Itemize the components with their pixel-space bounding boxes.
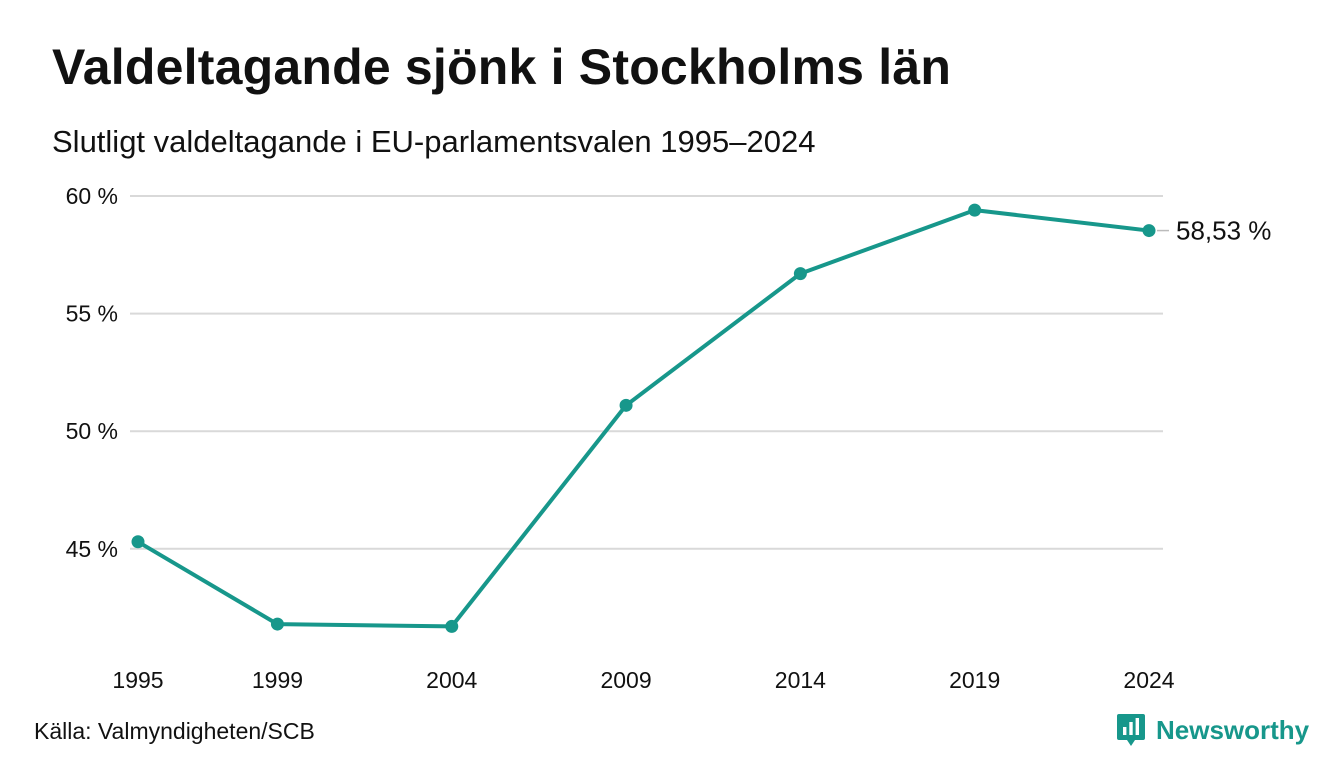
- y-tick-label: 50 %: [66, 418, 118, 444]
- data-point: [968, 203, 982, 217]
- x-axis-ticks: 1995 1999 2004 2009 2014 2019 2024: [112, 667, 1174, 693]
- x-tick-label: 1995: [112, 667, 163, 693]
- x-tick-label: 2024: [1123, 667, 1174, 693]
- chart-title: Valdeltagande sjönk i Stockholms län: [52, 39, 952, 95]
- y-axis-ticks: 45 % 50 % 55 % 60 %: [66, 183, 118, 562]
- x-tick-label: 1999: [252, 667, 303, 693]
- series-line: [136, 208, 1151, 629]
- x-tick-label: 2019: [949, 667, 1000, 693]
- brand-name: Newsworthy: [1156, 714, 1310, 745]
- y-tick-label: 60 %: [66, 183, 118, 209]
- x-tick-label: 2004: [426, 667, 477, 693]
- data-point: [445, 619, 459, 633]
- brand-logo: Newsworthy: [1116, 713, 1309, 747]
- newsworthy-logo-icon: [1117, 714, 1145, 746]
- y-tick-label: 55 %: [66, 301, 118, 327]
- data-point: [1142, 224, 1156, 238]
- x-tick-label: 2014: [775, 667, 826, 693]
- y-tick-label: 45 %: [66, 536, 118, 562]
- data-points: [131, 203, 1156, 633]
- data-point: [619, 398, 633, 412]
- data-labels: 58,53 %: [1157, 216, 1271, 246]
- series-line-path: [136, 208, 1151, 629]
- source-note: Källa: Valmyndigheten/SCB: [34, 718, 315, 744]
- x-tick-label: 2009: [600, 667, 651, 693]
- data-point: [793, 267, 807, 281]
- last-value-label: 58,53 %: [1176, 216, 1271, 246]
- data-point: [131, 535, 145, 549]
- data-point: [270, 617, 284, 631]
- gridlines: [130, 195, 1163, 550]
- chart-subtitle: Slutligt valdeltagande i EU-parlamentsva…: [52, 124, 816, 159]
